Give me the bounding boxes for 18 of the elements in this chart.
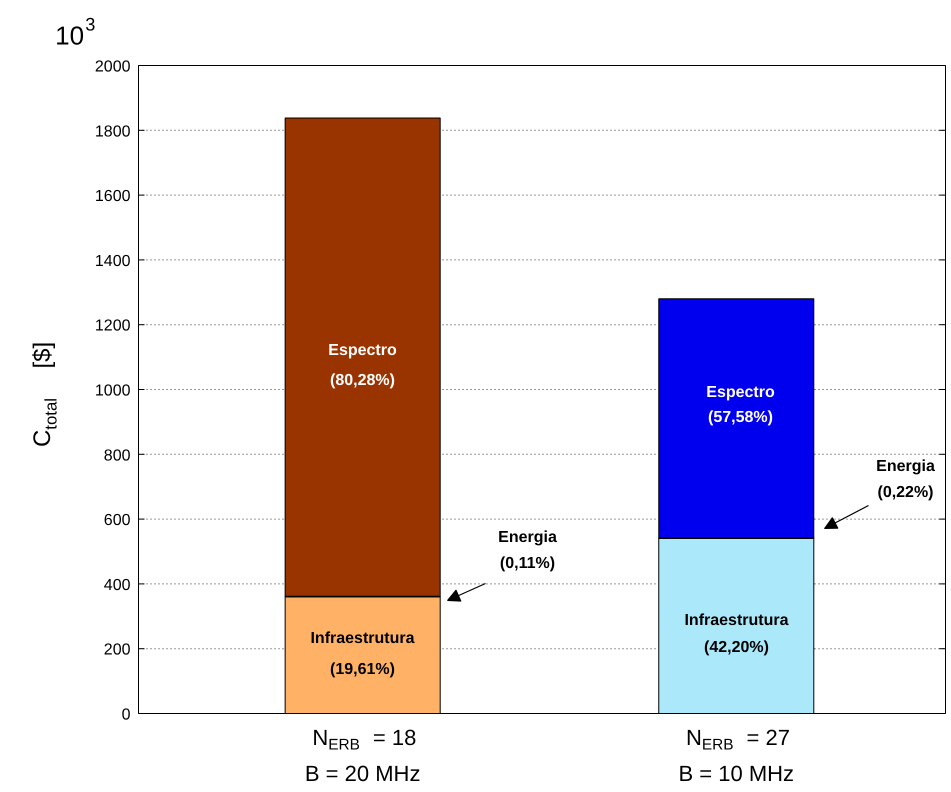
annotation: Energia (0,11%) xyxy=(498,529,557,572)
y-tick-label: 0 xyxy=(122,706,131,724)
annotation: Espectro (80,28%) xyxy=(328,342,397,389)
annotation: Espectro (57,58%) xyxy=(706,384,775,426)
annotation: Infraestrutura (42,20%) xyxy=(684,612,789,656)
y-tick-label: 1200 xyxy=(94,318,131,335)
y-tick-label: 800 xyxy=(104,447,131,464)
y-tick-label: 1000 xyxy=(94,382,131,400)
y-tick-label: 1800 xyxy=(94,123,131,140)
annotation: Infraestrutura (19,61%) xyxy=(310,630,415,678)
text: Ctotal [$] xyxy=(29,342,60,447)
y-tick-label: 1400 xyxy=(94,252,131,270)
y-tick-label: 400 xyxy=(104,576,131,594)
y-tick-label: 1600 xyxy=(94,188,131,206)
y-tick-label: 2000 xyxy=(94,58,131,76)
annotation: Energia (0,22%) xyxy=(876,458,935,501)
y-tick-label: 600 xyxy=(104,512,131,530)
y-tick-label: 200 xyxy=(104,642,131,659)
